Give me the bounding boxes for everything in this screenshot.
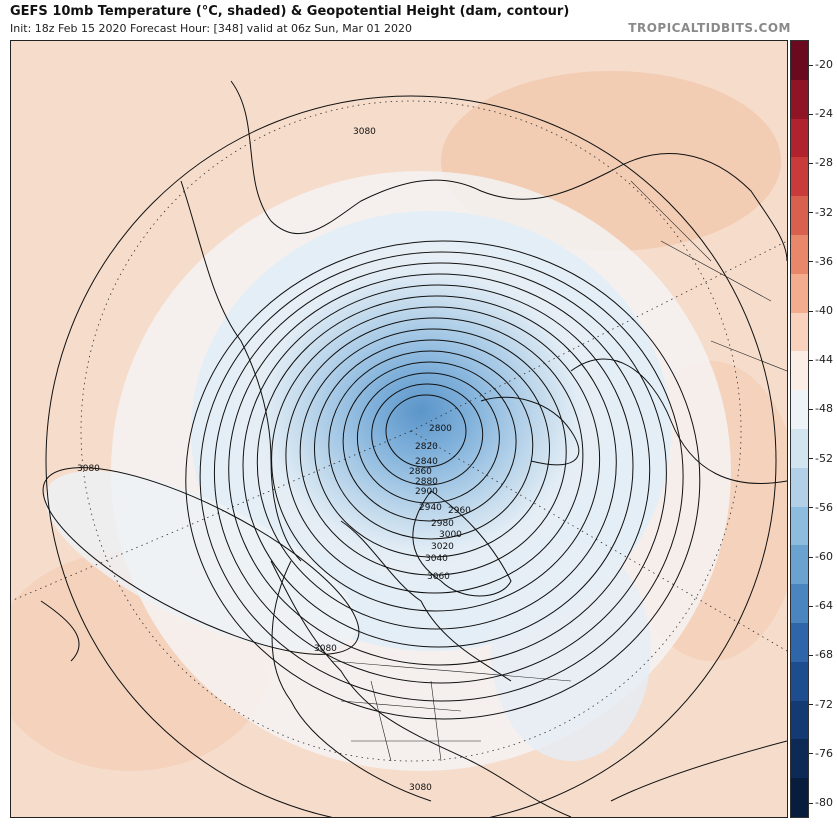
contour-label: 2800: [429, 424, 452, 434]
map-panel: 3080 3080 3080 3080 2800 2820 2840 2860 2880 2900…: [10, 40, 788, 818]
meridian-line-southeast: [410, 430, 787, 652]
coast-scandinavia: [570, 358, 787, 484]
contour-label-group: 3080 3080 3080 3080 2800 2820 2840286028802900…: [77, 127, 471, 793]
map-canvas: 3080 3080 3080 3080 2800 2820 2840286028802900…: [11, 41, 787, 817]
coast-asia-pacific: [180, 180, 302, 562]
contour-ring: [256, 295, 617, 630]
colorbar-swatch: [791, 584, 808, 624]
cold-lobe-atlantic: [491, 541, 651, 761]
contour-ring: [285, 317, 584, 594]
coast-eurasia-north: [230, 80, 787, 262]
contour-ring: [356, 372, 500, 504]
contour-ring: [185, 240, 701, 720]
colorbar-tick-label: -64: [809, 599, 833, 612]
contour-ring: [385, 394, 467, 468]
political-borders: [330, 180, 787, 762]
colorbar-tick-label: -68: [809, 648, 833, 661]
contour-ring: [199, 251, 684, 702]
contour-label: 2900: [415, 487, 438, 497]
colorbar-swatch: [791, 118, 808, 158]
chart-title: GEFS 10mb Temperature (°C, shaded) & Geo…: [10, 4, 570, 19]
contour-label: 2840: [415, 457, 438, 467]
colorbar-swatch: [791, 157, 808, 197]
border-eurasia: [630, 180, 787, 372]
contour-ring: [342, 361, 517, 522]
contour-label: 3080: [314, 644, 337, 654]
coastlines: [40, 80, 787, 817]
temperature-colorbar: [790, 40, 809, 818]
contour-label: 2860: [409, 467, 432, 477]
contour-label: 3000: [439, 530, 462, 540]
contour-3080-lobe: [42, 467, 360, 655]
contour-label: 2940: [419, 503, 442, 513]
coast-greenland: [412, 490, 512, 597]
colorbar-swatch: [791, 661, 808, 702]
coast-atlantic-south: [610, 740, 787, 802]
colorbar-tick-label: -52: [809, 452, 833, 465]
colorbar-tick-label: -28: [809, 156, 833, 169]
coast-canada-arctic: [340, 520, 512, 682]
contour-label: 3040: [425, 554, 448, 564]
colorbar-tick-label: -44: [809, 353, 833, 366]
chart-subtitle: Init: 18z Feb 15 2020 Forecast Hour: [34…: [10, 22, 412, 35]
colorbar-swatch: [791, 700, 808, 740]
colorbar-swatch: [791, 390, 808, 430]
meridian-line-west: [11, 430, 412, 602]
colorbar-tick-label: -40: [809, 304, 833, 317]
contour-3080-outer: [45, 95, 777, 817]
contour-ring: [242, 284, 634, 648]
colorbar-swatch: [791, 235, 808, 275]
colorbar-swatch: [791, 429, 808, 469]
colorbar-swatch: [791, 506, 808, 546]
coast-aleutians: [40, 600, 80, 662]
border-us-states: [340, 680, 481, 762]
colorbar-swatch: [791, 623, 808, 663]
colorbar-swatch: [791, 739, 808, 779]
colorbar-swatch: [791, 273, 808, 314]
coast-north-america-east: [270, 560, 572, 817]
colorbar-swatch: [791, 79, 808, 120]
colorbar-tick-label: -36: [809, 255, 833, 268]
contour-label: 3060: [427, 572, 450, 582]
colorbar-tick-label: -24: [809, 107, 833, 120]
colorbar-tick-label: -72: [809, 698, 833, 711]
height-contours: [42, 95, 777, 817]
contour-ring: [328, 350, 534, 540]
contour-ring: [371, 383, 484, 486]
border-usa-canada: [330, 660, 572, 682]
colorbar-tick-label: -60: [809, 550, 833, 563]
colorbar-swatch: [791, 545, 808, 585]
contour-label: 3080: [409, 783, 432, 793]
contour-label: 3080: [77, 464, 100, 474]
coast-north-america-west: [271, 560, 432, 802]
contour-ring: [314, 339, 550, 558]
contour-label: 2960: [448, 506, 471, 516]
site-watermark: TROPICALTIDBITS.COM: [628, 21, 791, 35]
colorbar-tick-label: -56: [809, 501, 833, 514]
contour-ring: [213, 262, 667, 684]
contour-label: 3080: [353, 127, 376, 137]
contour-label: 2820: [415, 442, 438, 452]
colorbar-swatch: [791, 351, 808, 391]
contour-ring: [271, 306, 601, 612]
contour-label: 2880: [415, 477, 438, 487]
latitude-circle: [80, 100, 742, 762]
colorbar-tick-label: -32: [809, 206, 833, 219]
colorbar-swatch: [791, 467, 808, 508]
colorbar-tick-label: -80: [809, 796, 833, 809]
contour-label: 3020: [431, 542, 454, 552]
colorbar-tick-label: -20: [809, 58, 833, 71]
colorbar-swatch: [791, 41, 808, 81]
vortex-core-shade: [231, 241, 611, 581]
colorbar-swatch: [791, 778, 808, 818]
contour-ring: [299, 328, 567, 576]
contour-label: 2980: [431, 519, 454, 529]
coast-svalbard: [480, 396, 580, 466]
contour-ring: [228, 273, 651, 666]
colorbar-swatch: [791, 312, 808, 352]
colorbar-tick-label: -48: [809, 402, 833, 415]
colorbar-swatch: [791, 196, 808, 236]
colorbar-tick-label: -76: [809, 747, 833, 760]
